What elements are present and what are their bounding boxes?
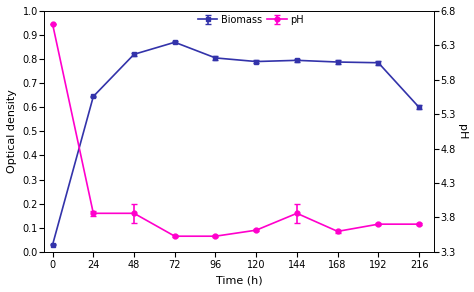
Y-axis label: pH: pH: [457, 124, 467, 139]
Legend: Biomass, pH: Biomass, pH: [194, 11, 308, 29]
X-axis label: Time (h): Time (h): [216, 275, 263, 285]
Y-axis label: Optical density: Optical density: [7, 89, 17, 173]
